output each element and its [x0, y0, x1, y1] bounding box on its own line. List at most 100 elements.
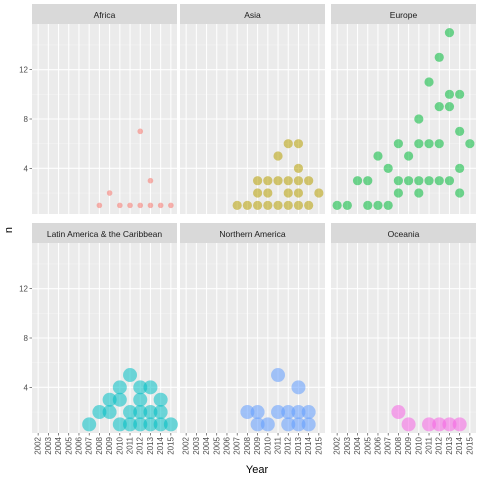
x-axis-title: Year: [246, 464, 269, 476]
data-point: [314, 188, 324, 198]
data-point: [106, 190, 113, 196]
data-point: [281, 417, 296, 432]
x-tick-label: 2003: [192, 436, 201, 454]
data-point: [383, 200, 393, 210]
x-tick-label: 2010: [263, 436, 272, 454]
data-point: [444, 102, 455, 112]
data-point: [424, 77, 434, 87]
data-point: [133, 380, 148, 395]
x-tick-label: 2008: [394, 436, 403, 454]
data-point: [242, 200, 252, 210]
data-point: [263, 200, 273, 210]
data-point: [127, 202, 133, 209]
x-tick-label: 2003: [343, 436, 352, 454]
data-point: [283, 139, 293, 149]
facet-strip-latin-america-and-the-caribbean: [32, 223, 177, 243]
x-tick-label: 2013: [146, 436, 155, 454]
x-tick-label: 2002: [333, 436, 342, 454]
y-tick-label: 12: [19, 285, 28, 294]
x-tick-label: 2009: [404, 436, 413, 454]
data-point: [250, 405, 265, 420]
data-point: [102, 405, 117, 420]
facet-strip-africa: [32, 4, 177, 24]
data-point: [153, 405, 168, 420]
x-tick-label: 2008: [243, 436, 252, 454]
data-point: [291, 380, 306, 395]
data-point: [147, 177, 154, 184]
y-axis-title: n: [3, 227, 15, 233]
x-tick-label: 2013: [445, 436, 454, 454]
data-point: [383, 163, 393, 173]
x-tick-label: 2014: [156, 436, 165, 454]
facet-strip-northern-america: [180, 223, 325, 243]
data-point: [455, 163, 465, 173]
x-tick-label: 2009: [105, 436, 114, 454]
data-point: [401, 417, 416, 432]
data-point: [363, 176, 373, 186]
x-tick-label: 2003: [44, 436, 53, 454]
x-tick-label: 2006: [373, 436, 382, 454]
data-point: [253, 188, 263, 198]
data-point: [137, 202, 144, 209]
data-point: [434, 52, 444, 62]
data-point: [240, 405, 255, 420]
data-point: [332, 200, 342, 210]
facet-latin-america-and-the-caribbean: Latin America & the Caribbean: [32, 223, 178, 433]
data-point: [342, 200, 352, 210]
data-point: [393, 188, 403, 198]
x-tick-label: 2012: [435, 436, 444, 454]
y-tick-label: 12: [19, 66, 28, 75]
facet-northern-america: Northern America: [180, 223, 325, 433]
y-tick-label: 4: [24, 383, 29, 392]
x-tick-label: 2004: [202, 436, 211, 454]
data-point: [455, 126, 465, 136]
x-tick-label: 2008: [95, 436, 104, 454]
x-tick-label: 2004: [353, 436, 362, 454]
x-tick-label: 2012: [284, 436, 293, 454]
y-tick-label: 8: [24, 334, 29, 343]
data-point: [424, 139, 434, 149]
facet-title-europe: Europe: [390, 10, 418, 20]
x-tick-label: 2014: [304, 436, 313, 454]
data-point: [273, 151, 283, 161]
x-tick-label: 2006: [74, 436, 83, 454]
data-point: [163, 417, 178, 432]
data-point: [434, 139, 444, 149]
x-tick-label: 2015: [166, 436, 175, 454]
x-tick-label: 2015: [314, 436, 323, 454]
facet-oceania: Oceania: [331, 223, 476, 433]
facet-title-oceania: Oceania: [388, 229, 420, 239]
facet-europe: Europe: [331, 4, 476, 214]
data-point: [168, 202, 174, 209]
facet-africa: Africa: [32, 4, 177, 214]
data-point: [432, 417, 447, 432]
y-tick-label: 4: [24, 164, 29, 173]
data-point: [452, 417, 467, 432]
facet-title-asia: Asia: [244, 10, 261, 20]
x-tick-label: 2007: [85, 436, 94, 454]
data-point: [404, 151, 414, 161]
data-point: [293, 139, 304, 149]
x-tick-label: 2007: [233, 436, 242, 454]
data-point: [117, 202, 123, 209]
x-tick-label: 2012: [136, 436, 145, 454]
x-tick-label: 2015: [465, 436, 474, 454]
data-point: [112, 392, 127, 407]
x-tick-label: 2005: [363, 436, 372, 454]
x-tick-label: 2010: [414, 436, 423, 454]
facet-title-africa: Africa: [94, 10, 116, 20]
x-tick-label: 2002: [182, 436, 191, 454]
data-point: [404, 176, 414, 186]
data-point: [273, 200, 283, 210]
data-point: [414, 188, 424, 198]
data-point: [283, 188, 293, 198]
data-point: [434, 102, 444, 112]
data-point: [253, 176, 263, 186]
data-point: [133, 417, 148, 432]
data-point: [153, 417, 168, 432]
data-point: [157, 202, 164, 209]
data-point: [271, 368, 286, 383]
data-point: [363, 200, 373, 210]
data-point: [352, 176, 363, 186]
data-point: [424, 176, 434, 186]
